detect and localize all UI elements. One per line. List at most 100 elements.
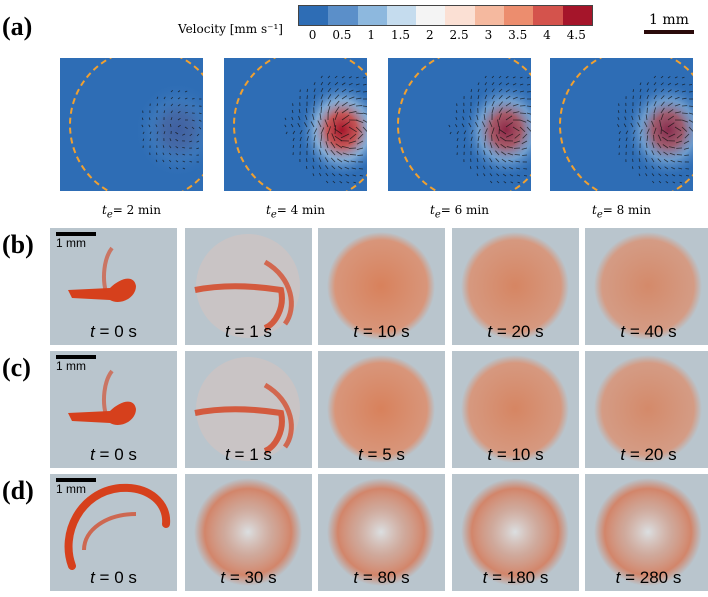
scale-bar-line — [56, 232, 96, 236]
dye-cloud — [594, 232, 702, 340]
dye-streak — [102, 246, 114, 293]
time-label: t = 280 s — [615, 568, 682, 587]
dye-cloud — [461, 232, 569, 340]
colorbar-tick-label: 0.5 — [332, 28, 352, 42]
scale-bar: 1 mm — [56, 232, 96, 250]
dye-streak — [263, 259, 294, 326]
dye-streak — [194, 283, 285, 331]
photo-frame: t = 180 s — [452, 474, 579, 591]
piv-panel — [550, 58, 693, 191]
photo-frame: t = 1 s — [185, 351, 312, 468]
velocity-hotspot — [464, 84, 531, 176]
colorbar-tick-label: 0 — [308, 28, 317, 42]
time-label: t = 180 s — [482, 568, 549, 587]
colorbar-ticks: 0 0.5 1 1.5 2 2.5 3 3.5 4 4.5 — [298, 28, 591, 42]
time-label: t = 10 s — [487, 445, 544, 464]
piv-panel — [388, 58, 531, 191]
colorbar-swatch — [533, 6, 563, 25]
scale-bar: 1 mm — [56, 355, 96, 373]
scale-bar-label: 1 mm — [56, 236, 86, 250]
dye-streak — [68, 278, 136, 303]
dye-streak — [102, 369, 114, 416]
velocity-hotspot — [136, 84, 203, 176]
dye-streak — [68, 401, 136, 426]
piv-time-label: te= 4 min — [265, 203, 325, 221]
colorbar-tick-label: 3 — [484, 28, 493, 42]
colorbar-tick-label: 1 — [367, 28, 376, 42]
time-label: t = 0 s — [90, 445, 137, 464]
colorbar-tick-label: 3.5 — [508, 28, 528, 42]
scale-bar: 1 mm — [56, 478, 96, 496]
colorbar-tick-label: 4 — [543, 28, 551, 42]
time-label: t = 1 s — [225, 322, 272, 341]
dye-streak — [194, 406, 285, 454]
time-label: t = 20 s — [620, 445, 677, 464]
colorbar-swatch — [416, 6, 446, 25]
time-label: t = 0 s — [90, 568, 137, 587]
photo-frame: t = 280 s — [585, 474, 708, 591]
time-label: t = 10 s — [353, 322, 410, 341]
scale-bar-top: 1 mm — [644, 12, 694, 34]
piv-time-label: te= 6 min — [429, 203, 489, 221]
photo-frame: 1 mm t = 0 s — [50, 351, 177, 468]
colorbar-swatch — [445, 6, 475, 25]
scale-bar-top-label: 1 mm — [649, 12, 689, 28]
colorbar-tick-label: 2 — [425, 28, 434, 42]
velocity-hotspot — [626, 84, 693, 176]
time-label: t = 80 s — [353, 568, 410, 587]
colorbar-tick-label: 1.5 — [390, 28, 411, 42]
velocity-hotspot — [300, 84, 367, 176]
piv-panel — [224, 58, 367, 191]
dye-cloud — [594, 478, 702, 586]
photo-frame: t = 20 s — [585, 351, 708, 468]
time-label: t = 30 s — [220, 568, 277, 587]
time-label: t = 20 s — [487, 322, 544, 341]
scale-bar-label: 1 mm — [56, 359, 86, 373]
colorbar-tick-label: 4.5 — [566, 28, 586, 42]
colorbar-swatch — [328, 6, 358, 25]
piv-time-label: te= 8 min — [591, 203, 651, 221]
time-label: t = 5 s — [358, 445, 405, 464]
colorbar — [298, 5, 593, 26]
colorbar-title: Velocity [mm s⁻¹] — [178, 22, 283, 36]
photo-frame: 1 mm t = 0 s — [50, 228, 177, 345]
photo-frame: t = 80 s — [318, 474, 445, 591]
photo-frame: t = 30 s — [185, 474, 312, 591]
photo-frame: t = 5 s — [318, 351, 445, 468]
dye-streak — [64, 483, 171, 570]
photo-frame: t = 40 s — [585, 228, 708, 345]
dye-cloud — [327, 478, 435, 586]
time-label: t = 40 s — [620, 322, 677, 341]
dye-cloud — [327, 355, 435, 463]
photo-frame: t = 10 s — [452, 351, 579, 468]
scale-bar-label: 1 mm — [56, 482, 86, 496]
scale-bar-line — [56, 478, 96, 482]
piv-panel — [60, 58, 203, 191]
dye-cloud — [594, 355, 702, 463]
colorbar-tick-label: 2.5 — [449, 28, 469, 42]
dye-cloud — [461, 355, 569, 463]
dye-cloud — [194, 478, 302, 586]
panel-label-a: (a) — [2, 12, 33, 41]
colorbar-swatch — [386, 6, 417, 25]
photo-frame: t = 1 s — [185, 228, 312, 345]
colorbar-swatch — [357, 6, 387, 25]
panel-label-c: (c) — [2, 353, 31, 382]
time-label: t = 0 s — [90, 322, 137, 341]
photo-frame: t = 20 s — [452, 228, 579, 345]
piv-time-label: te= 2 min — [101, 203, 161, 221]
panel-label-d: (d) — [2, 476, 34, 505]
dye-streak — [263, 382, 294, 449]
dye-streak — [82, 512, 137, 551]
colorbar-swatch — [299, 6, 329, 25]
time-label: t = 1 s — [225, 445, 272, 464]
colorbar-swatch — [474, 6, 505, 25]
dye-cloud — [461, 478, 569, 586]
panel-label-b: (b) — [2, 230, 34, 259]
scale-bar-top-line — [644, 30, 694, 34]
scale-bar-line — [56, 355, 96, 359]
photo-frame: 1 mm t = 0 s — [50, 474, 177, 591]
colorbar-swatch — [562, 6, 592, 25]
dye-cloud — [327, 232, 435, 340]
photo-frame: t = 10 s — [318, 228, 445, 345]
